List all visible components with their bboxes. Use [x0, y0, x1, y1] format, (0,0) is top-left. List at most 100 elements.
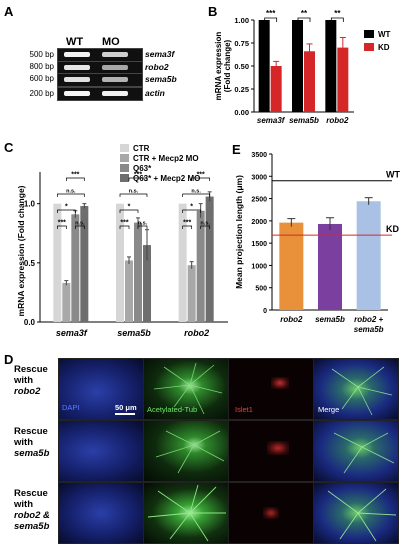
- bar: [292, 20, 303, 112]
- significance-bracket: [56, 209, 76, 213]
- y-tick-label: 2500: [251, 197, 267, 204]
- bp-label: 200 bp: [29, 89, 54, 98]
- bp-label: 500 bp: [29, 50, 54, 59]
- x-tick-label: robo2: [326, 116, 349, 125]
- image-islet1: [228, 482, 314, 544]
- image-merge: [313, 482, 399, 544]
- bp-label: 600 bp: [29, 74, 54, 83]
- legend-swatch: [364, 30, 374, 38]
- bar: [258, 20, 270, 112]
- bar: [356, 201, 381, 310]
- y-tick-label: 1.0: [24, 200, 36, 209]
- significance-label: ***: [134, 172, 142, 179]
- panel-label-a: A: [4, 4, 14, 19]
- axon-projections: [153, 362, 223, 415]
- y-tick-label: 0.0: [24, 318, 36, 327]
- bar: [187, 265, 196, 322]
- significance-label: *: [128, 204, 131, 211]
- scale-bar-label: 50 μm: [115, 403, 137, 412]
- legend-swatch: [364, 43, 374, 51]
- gel-column-wt: WT: [66, 36, 84, 48]
- bar: [270, 66, 282, 112]
- bar: [178, 203, 187, 322]
- x-tick-label: sema5b: [354, 325, 384, 334]
- gel-gene-label: sema5b: [145, 74, 177, 84]
- gel-band: [102, 77, 128, 82]
- y-tick-label: 1000: [251, 263, 267, 270]
- image-acetylated-tub: Acetylated-Tub: [143, 358, 229, 420]
- stain-label-dapi: DAPI: [62, 403, 80, 412]
- significance-label: n.s.: [129, 189, 139, 195]
- significance-label: n.s.: [200, 221, 210, 227]
- y-tick-label: 0.50: [234, 62, 249, 71]
- legend-swatch: [120, 144, 129, 152]
- row-label-line: Rescue: [14, 426, 48, 437]
- y-tick-label: 0.00: [234, 108, 249, 117]
- row-label-line: with: [14, 499, 33, 510]
- significance-label: n.s.: [138, 221, 148, 227]
- panel-a-gel: WT MO 500 bp 800 bp 600 bp 200 bp sema3f…: [0, 0, 200, 130]
- reference-label: WT: [386, 170, 400, 180]
- significance-label: n.s.: [191, 189, 201, 195]
- significance-bracket: [264, 17, 278, 22]
- significance-label: ***: [120, 220, 128, 227]
- axon-projections: [147, 484, 226, 542]
- significance-bracket: [182, 209, 202, 213]
- significance-bracket: [330, 17, 344, 22]
- bar: [116, 203, 124, 322]
- x-tick-label: robo2: [184, 328, 209, 338]
- gel-band: [64, 65, 90, 70]
- x-tick-label: sema3f: [257, 116, 286, 125]
- gel-gene-label: actin: [145, 88, 165, 98]
- rescue-row-label: Rescue with robo2 & sema5b: [14, 488, 64, 532]
- image-dapi: DAPI 50 μm: [58, 358, 144, 420]
- legend-swatch: [120, 174, 129, 182]
- significance-bracket: [182, 193, 211, 197]
- significance-bracket: [65, 177, 85, 181]
- rescue-row-label: Rescue with robo2: [14, 364, 64, 397]
- row-label-line: sema5b: [14, 521, 50, 532]
- merge-projections: [331, 366, 393, 416]
- significance-label: **: [301, 9, 308, 18]
- significance-label: n.s.: [75, 221, 85, 227]
- row-label-line: Rescue: [14, 364, 48, 375]
- x-tick-label: sema5b: [117, 328, 151, 338]
- y-tick-label: 3000: [251, 174, 267, 181]
- image-dapi: [58, 482, 144, 544]
- row-label-line: with: [14, 437, 33, 448]
- bar: [80, 206, 89, 322]
- significance-label: **: [334, 9, 341, 18]
- legend-label: Q63* + Mecp2 MO: [133, 174, 200, 183]
- gel-band: [64, 77, 90, 82]
- legend-label: Q63*: [133, 164, 152, 173]
- gel-strip-sema5b: [57, 73, 143, 87]
- image-merge: [313, 420, 399, 482]
- bar: [304, 51, 315, 112]
- y-tick-label: 0.75: [234, 39, 249, 48]
- significance-label: ***: [266, 9, 276, 18]
- bar: [134, 222, 142, 322]
- significance-bracket: [56, 193, 85, 197]
- image-acetylated-tub: [143, 482, 229, 544]
- significance-bracket: [74, 225, 85, 229]
- significance-bracket: [182, 225, 193, 229]
- legend-label: CTR + Mecp2 MO: [133, 154, 199, 163]
- row-label-line: Rescue: [14, 488, 48, 499]
- gel-band: [64, 52, 90, 57]
- panel-label-e: E: [232, 142, 241, 157]
- significance-label: *: [190, 204, 193, 211]
- bar: [143, 245, 151, 322]
- scale-bar: [115, 413, 135, 415]
- gel-band: [102, 65, 128, 70]
- bar: [53, 203, 62, 322]
- gel-column-mo: MO: [102, 36, 120, 48]
- significance-bracket: [56, 225, 67, 229]
- stain-label-islet1: Islet1: [235, 405, 253, 414]
- bar: [71, 214, 80, 322]
- image-acetylated-tub: [143, 420, 229, 482]
- row-label-line: robo2: [14, 386, 41, 397]
- significance-bracket: [297, 17, 311, 22]
- reference-label: KD: [386, 224, 399, 234]
- row-label-line: sema5b: [14, 448, 50, 459]
